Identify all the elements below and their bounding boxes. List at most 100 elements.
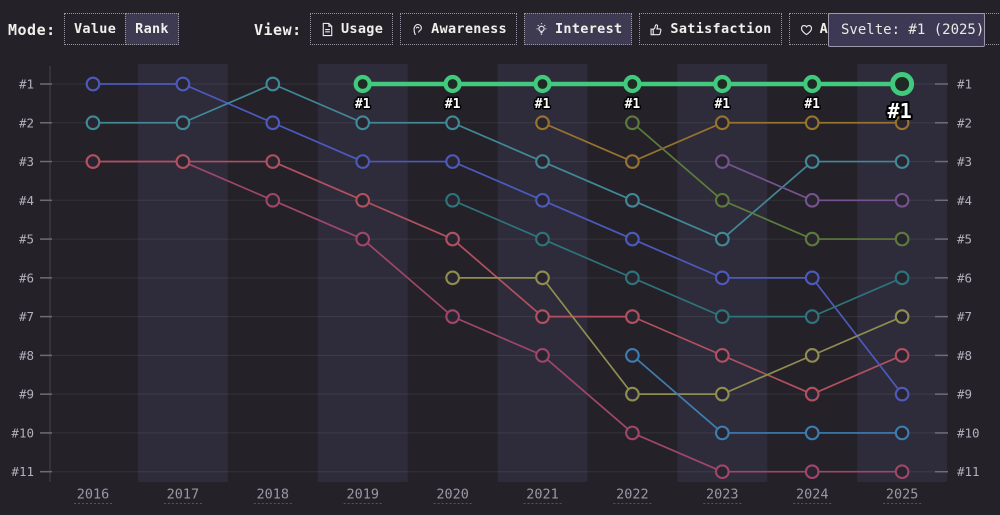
- series-point-svelte[interactable]: [533, 74, 552, 94]
- view-awareness-button[interactable]: Awareness: [400, 13, 517, 45]
- series-point-purple[interactable]: [714, 154, 730, 169]
- series-point-teal2[interactable]: [535, 231, 550, 247]
- series-point-olive[interactable]: [625, 386, 640, 402]
- series-point-teal2[interactable]: [714, 309, 730, 324]
- series-point-crimson[interactable]: [535, 348, 550, 363]
- series-point-blue[interactable]: [535, 192, 550, 208]
- series-point-svelte[interactable]: [443, 74, 462, 94]
- year-label-2017[interactable]: 2017: [167, 487, 200, 503]
- series-point-olive[interactable]: [894, 309, 910, 324]
- year-label-2021[interactable]: 2021: [526, 487, 559, 503]
- series-point-purple[interactable]: [894, 192, 910, 208]
- series-point-blue[interactable]: [355, 154, 371, 169]
- series-point-svelte[interactable]: [623, 74, 642, 94]
- series-point-blue[interactable]: [894, 386, 910, 402]
- series-point-red[interactable]: [175, 154, 191, 169]
- series-point-gold[interactable]: [894, 115, 910, 131]
- series-purple: [714, 154, 910, 208]
- series-point-teal[interactable]: [265, 76, 281, 92]
- year-label-2020[interactable]: 2020: [436, 487, 469, 503]
- series-point-red[interactable]: [265, 154, 281, 169]
- series-point-teal[interactable]: [535, 154, 550, 169]
- series-point-svelte[interactable]: [890, 72, 915, 96]
- series-point-red[interactable]: [625, 309, 640, 324]
- series-point-crimson[interactable]: [804, 464, 820, 480]
- mode-value-button[interactable]: Value: [64, 13, 127, 45]
- year-label-2022[interactable]: 2022: [616, 487, 649, 503]
- series-line-blue2: [631, 354, 903, 434]
- series-point-darkgreen[interactable]: [804, 231, 820, 247]
- series-point-crimson[interactable]: [355, 231, 371, 247]
- right-rank-label: #7: [957, 309, 972, 324]
- series-point-crimson[interactable]: [445, 309, 460, 324]
- left-rank-label: #4: [19, 193, 34, 208]
- view-satisfaction-button[interactable]: Satisfaction: [639, 13, 782, 45]
- series-point-teal[interactable]: [804, 154, 820, 169]
- series-point-teal[interactable]: [894, 154, 910, 169]
- series-blue2: [625, 348, 910, 441]
- series-point-darkgreen[interactable]: [625, 115, 640, 131]
- series-point-red[interactable]: [714, 348, 730, 363]
- series-point-teal2[interactable]: [894, 270, 910, 286]
- series-point-teal[interactable]: [714, 231, 730, 247]
- series-point-darkgreen[interactable]: [714, 192, 730, 208]
- series-point-blue[interactable]: [625, 231, 640, 247]
- series-point-gold[interactable]: [804, 115, 820, 131]
- year-band: [317, 64, 408, 482]
- series-point-blue[interactable]: [445, 154, 460, 169]
- series-point-crimson[interactable]: [625, 425, 640, 441]
- series-point-olive[interactable]: [804, 348, 820, 363]
- series-point-red[interactable]: [804, 386, 820, 402]
- view-usage-button[interactable]: Usage: [310, 13, 394, 45]
- series-point-svelte[interactable]: [803, 74, 822, 94]
- series-point-blue[interactable]: [714, 270, 730, 286]
- series-point-darkgreen[interactable]: [894, 231, 910, 247]
- series-point-teal[interactable]: [175, 115, 191, 131]
- year-label-2016[interactable]: 2016: [77, 487, 110, 503]
- series-point-svelte[interactable]: [713, 74, 732, 94]
- series-point-crimson[interactable]: [265, 192, 281, 208]
- right-rank-label: #6: [957, 270, 972, 285]
- series-point-blue[interactable]: [175, 76, 191, 92]
- year-label-2023[interactable]: 2023: [706, 487, 739, 503]
- series-point-olive[interactable]: [714, 386, 730, 402]
- left-rank-label: #2: [19, 115, 34, 130]
- series-point-red[interactable]: [445, 231, 460, 247]
- series-point-blue2[interactable]: [894, 425, 910, 441]
- series-point-blue2[interactable]: [625, 348, 640, 363]
- series-point-blue2[interactable]: [804, 425, 820, 441]
- series-point-red[interactable]: [535, 309, 550, 324]
- left-rank-label: #8: [19, 348, 34, 363]
- series-point-red[interactable]: [894, 348, 910, 363]
- series-point-purple[interactable]: [804, 192, 820, 208]
- series-point-gold[interactable]: [714, 115, 730, 131]
- series-point-red[interactable]: [85, 154, 101, 169]
- series-point-teal[interactable]: [85, 115, 101, 131]
- mode-rank-button[interactable]: Rank: [125, 13, 179, 45]
- series-point-teal2[interactable]: [804, 309, 820, 324]
- series-point-blue[interactable]: [265, 115, 281, 131]
- mode-value-label: Value: [74, 21, 117, 37]
- series-point-olive[interactable]: [445, 270, 460, 286]
- series-point-olive[interactable]: [535, 270, 550, 286]
- series-point-teal[interactable]: [355, 115, 371, 131]
- series-point-crimson[interactable]: [894, 464, 910, 480]
- series-point-teal2[interactable]: [625, 270, 640, 286]
- year-label-2018[interactable]: 2018: [257, 487, 290, 503]
- series-point-gold[interactable]: [625, 154, 640, 169]
- year-label-2019[interactable]: 2019: [346, 487, 379, 503]
- view-interest-button[interactable]: Interest: [524, 13, 633, 45]
- series-point-crimson[interactable]: [714, 464, 730, 480]
- series-point-teal[interactable]: [625, 192, 640, 208]
- year-label-2025[interactable]: 2025: [886, 487, 919, 503]
- rank-one-label: #1: [888, 99, 912, 123]
- series-point-red[interactable]: [355, 192, 371, 208]
- series-point-blue[interactable]: [804, 270, 820, 286]
- series-point-teal2[interactable]: [445, 192, 460, 208]
- series-point-blue2[interactable]: [714, 425, 730, 441]
- year-label-2024[interactable]: 2024: [796, 487, 829, 503]
- series-point-svelte[interactable]: [353, 74, 372, 94]
- series-point-teal[interactable]: [445, 115, 460, 131]
- series-point-blue[interactable]: [85, 76, 101, 92]
- series-point-gold[interactable]: [535, 115, 550, 131]
